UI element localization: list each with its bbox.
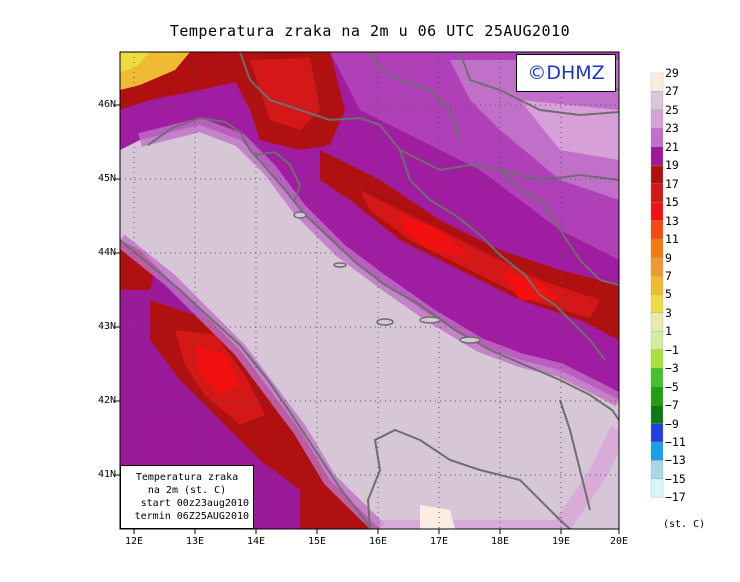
legend-swatch bbox=[650, 294, 664, 313]
lat-tick-label: 45N bbox=[97, 173, 116, 184]
legend-swatch bbox=[650, 257, 664, 277]
legend-swatch bbox=[650, 165, 664, 184]
map-field bbox=[120, 52, 619, 529]
legend-swatch bbox=[650, 404, 664, 424]
legend-label: −9 bbox=[665, 416, 679, 431]
legend-label: 25 bbox=[665, 102, 679, 117]
legend-label: 5 bbox=[665, 287, 672, 302]
legend-swatch bbox=[650, 91, 664, 111]
legend-label: −1 bbox=[665, 342, 679, 357]
legend-swatch bbox=[650, 386, 664, 406]
legend-label: 1 bbox=[665, 324, 672, 339]
coastline bbox=[120, 116, 619, 529]
lon-tick-label: 15E bbox=[307, 536, 327, 547]
legend-label: −17 bbox=[665, 490, 686, 505]
map-title: Temperatura zraka na 2m u 06 UTC 25AUG20… bbox=[169, 22, 571, 40]
legend-label: 15 bbox=[665, 195, 679, 210]
lon-tick-label: 20E bbox=[609, 536, 629, 547]
grid bbox=[120, 52, 619, 529]
legend-swatch bbox=[650, 220, 664, 240]
legend-label: 13 bbox=[665, 213, 679, 228]
legend-label: 7 bbox=[665, 268, 672, 283]
legend-label: 21 bbox=[665, 139, 679, 154]
legend-swatch bbox=[650, 478, 664, 498]
lon-tick-label: 19E bbox=[551, 536, 571, 547]
islands bbox=[293, 211, 481, 344]
legend-label: −7 bbox=[665, 398, 679, 413]
legend-label: −15 bbox=[665, 471, 686, 486]
info-line-1: Temperatura zraka bbox=[135, 472, 239, 483]
legend-label: 29 bbox=[665, 66, 679, 80]
legend-swatch bbox=[650, 312, 664, 332]
legend-swatch bbox=[650, 331, 664, 350]
north-east-light bbox=[520, 100, 619, 160]
info-line-3: start 00z23aug2010 bbox=[140, 498, 249, 509]
info-box: Temperatura zraka na 2m (st. C) start 00… bbox=[120, 465, 254, 529]
north-east-field bbox=[450, 60, 619, 200]
legend-swatch bbox=[650, 183, 664, 203]
legend-unit: (st. C) bbox=[663, 519, 706, 530]
lon-tick-label: 16E bbox=[368, 536, 388, 547]
adriatic-sea bbox=[120, 125, 619, 529]
lon-tick-label: 13E bbox=[185, 536, 205, 547]
legend-label: −3 bbox=[665, 361, 679, 376]
legend-colorbar bbox=[650, 72, 664, 498]
lon-tick-label: 17E bbox=[429, 536, 449, 547]
borders bbox=[239, 52, 619, 361]
legend-label: −11 bbox=[665, 435, 686, 449]
lat-tick-label: 44N bbox=[97, 247, 116, 258]
legend-label: 23 bbox=[665, 121, 679, 136]
legend-label: 9 bbox=[665, 250, 672, 265]
legend-swatch bbox=[650, 238, 664, 258]
info-line-2: na 2m (st. C) bbox=[147, 485, 227, 496]
lon-tick-label: 12E bbox=[124, 536, 144, 547]
map-frame bbox=[119, 51, 620, 530]
lat-tick-label: 46N bbox=[97, 99, 116, 110]
lat-tick-label: 43N bbox=[97, 321, 116, 332]
legend-label: 11 bbox=[665, 232, 679, 247]
lon-tick-label: 14E bbox=[246, 536, 266, 547]
legend-swatch bbox=[650, 146, 664, 166]
axis-ticks bbox=[115, 104, 620, 534]
legend-label: −5 bbox=[665, 379, 679, 394]
legend-swatch bbox=[650, 128, 664, 147]
legend-swatch bbox=[650, 275, 664, 295]
lat-tick-label: 42N bbox=[97, 395, 116, 406]
legend-label: 17 bbox=[665, 176, 679, 191]
legend-swatch bbox=[650, 460, 664, 480]
legend-label: 3 bbox=[665, 305, 672, 320]
lat-tick-label: 41N bbox=[97, 469, 116, 480]
legend-label: 27 bbox=[665, 84, 679, 99]
legend-swatch bbox=[650, 109, 664, 129]
legend-swatch bbox=[650, 72, 664, 92]
legend-swatch bbox=[650, 423, 664, 443]
legend-swatch bbox=[650, 201, 664, 221]
legend-label: −13 bbox=[665, 453, 686, 468]
legend-label: 19 bbox=[665, 158, 679, 173]
legend-swatch bbox=[650, 349, 664, 369]
legend-swatch bbox=[650, 441, 664, 461]
copyright-label: ©DHMZ bbox=[516, 54, 616, 92]
lon-tick-label: 18E bbox=[490, 536, 510, 547]
info-line-4: termin 06Z25AUG2010 bbox=[134, 511, 249, 522]
legend-swatch bbox=[650, 368, 664, 387]
